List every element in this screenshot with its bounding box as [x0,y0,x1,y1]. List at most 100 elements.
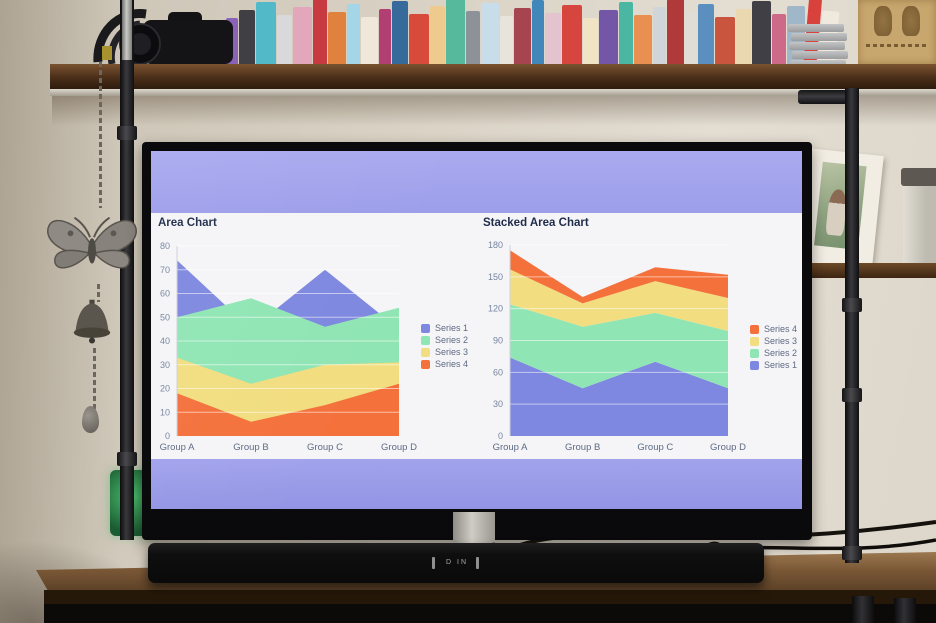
bell-clapper [88,337,96,344]
dvd-spine [599,10,618,70]
y-tick-label: 60 [493,367,503,377]
area-chart: Area Chart Series 1 Series 2 Series 3 Serie… [152,214,482,458]
strap-tag [102,46,112,60]
butterfly-ornament [47,216,137,269]
dvd-spine [256,2,276,70]
legend-label: Series 1 [764,360,798,370]
dvd-spine [698,4,714,70]
legend-item: Series 2 [421,334,481,346]
soundbar: D IN [148,543,764,583]
right-pipe [842,88,862,563]
dvd-spine [619,2,633,70]
legend-label: Series 3 [435,347,469,357]
dvd-spine [562,5,582,70]
pipe-coupling [117,126,137,140]
screen-background-band [151,151,802,213]
dvd-spine [532,0,544,70]
dvd-spine [772,14,786,70]
dvd-spine [347,4,360,70]
x-axis-label: Group D [710,442,746,453]
legend-label: Series 2 [764,348,798,358]
dvd-spine [481,3,499,70]
legend-label: Series 2 [435,335,469,345]
glass-jar [901,168,936,268]
dvd-spine [392,1,408,70]
pipe-elbow [798,90,850,104]
bell-ornament [73,299,111,344]
jar-lid [901,168,936,186]
y-tick-label: 10 [160,407,170,417]
chart-title: Stacked Area Chart [483,217,589,229]
y-tick-label: 70 [160,265,170,275]
area-series-2 [510,304,728,389]
dvd-spine [583,18,598,70]
chart-legend: Series 1 Series 2 Series 3 Series 4 [421,322,481,370]
disc-stack [788,24,848,68]
legend-item: Series 4 [421,358,481,370]
bell-dome [75,303,109,331]
legend-label: Series 3 [764,336,798,346]
chart-title: Area Chart [158,217,217,229]
legend-item: Series 1 [421,322,481,334]
butterfly-antenna [93,216,111,238]
legend-item: Series 2 [750,347,802,359]
poster-figure [874,6,892,36]
dvd-spine [715,17,735,70]
console-shelf-edge [44,590,936,605]
tv-stand [453,512,495,543]
area-series-4 [510,250,728,304]
dvd-spine [653,7,666,70]
dvd-spine [328,12,346,70]
dvd-spine [752,1,771,70]
pipe-coupling [842,546,862,560]
shelf-shadow [52,96,936,126]
x-axis-label: Group B [565,442,600,453]
soundbar-logo-bracket [476,557,479,569]
area-series-3 [510,269,728,331]
legend-label: Series 4 [435,359,469,369]
dvd-spine [667,0,684,70]
dvd-spine [313,0,327,70]
poster-figure [902,6,920,36]
chain [99,62,102,208]
stacked-area-chart: Stacked Area Chart Series 4 Series 3 Serie… [480,214,802,458]
tv: Area Chart Series 1 Series 2 Series 3 Serie… [142,142,812,540]
chart-canvas: 0 30 60 90 120 150 180 Group A Group B Group C Gro… [488,240,746,453]
butterfly-body [88,238,96,264]
pipe-coupling [117,452,137,466]
legend-item: Series 3 [421,346,481,358]
dvd-spine [239,10,255,70]
legend-swatch [750,336,759,346]
photo-frame [800,148,884,270]
legend-swatch [421,359,430,369]
dvd-spine [361,17,378,70]
butterfly-wing [54,249,89,269]
legend-swatch [421,335,430,345]
y-tick-label: 30 [493,399,503,409]
soundbar-logo-bracket [432,557,435,569]
dvd-spine [409,14,429,70]
poster-caption [866,44,926,47]
tv-screen: Area Chart Series 1 Series 2 Series 3 Serie… [151,151,802,509]
butterfly-wing [91,219,137,256]
y-tick-label: 50 [160,312,170,322]
chart-legend: Series 4 Series 3 Series 2 Series 1 [750,323,802,371]
screen-background-band [151,459,802,509]
butterfly-wing [95,249,130,269]
chain-pendant [82,406,99,433]
y-tick-label: 40 [160,336,170,346]
y-tick-label: 150 [488,272,503,282]
y-tick-label: 20 [160,384,170,394]
dvd-spine [685,12,697,70]
legend-item: Series 1 [750,359,802,371]
pipe-clamp [122,0,132,60]
x-axis-label: Group D [381,442,417,453]
dvd-spine [514,8,531,70]
y-tick-label: 80 [160,241,170,251]
dvd-spine [466,11,480,70]
y-tick-label: 90 [493,336,503,346]
dvd-spine [500,16,513,70]
area-series-4 [177,383,399,436]
legend-item: Series 4 [750,323,802,335]
shelf-support-rail [50,89,936,96]
